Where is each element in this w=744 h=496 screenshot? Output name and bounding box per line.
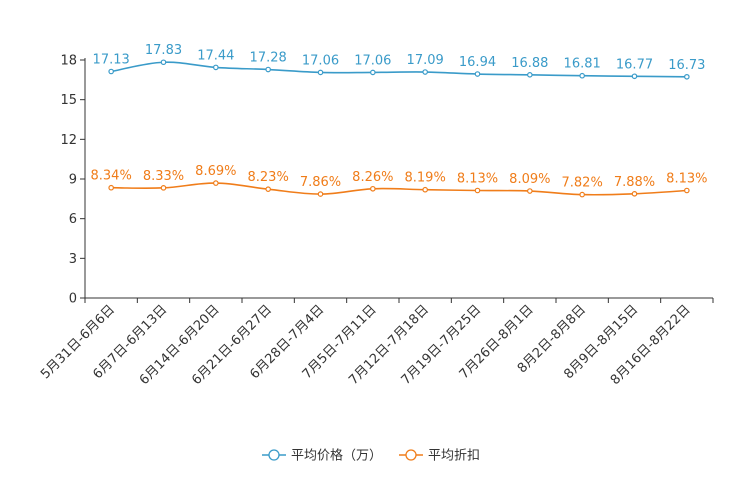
data-point	[527, 72, 533, 78]
data-label: 17.06	[302, 53, 339, 68]
y-tick-label: 18	[60, 54, 77, 69]
data-point	[474, 71, 481, 77]
data-label: 17.06	[354, 53, 391, 68]
data-label: 16.77	[616, 57, 653, 72]
data-point	[108, 68, 114, 75]
data-label: 7.82%	[562, 176, 603, 191]
data-label: 16.73	[668, 58, 705, 73]
y-tick-label: 3	[69, 252, 77, 267]
data-label: 8.23%	[248, 170, 289, 185]
series-line	[111, 182, 687, 196]
y-tick-label: 6	[69, 212, 77, 227]
y-axis: 0 3 6 9 12 15 18	[60, 54, 86, 307]
data-label: 8.19%	[405, 171, 446, 186]
legend-marker-icon	[268, 449, 280, 461]
data-label: 17.13	[93, 53, 130, 68]
data-point	[579, 191, 585, 198]
legend-marker-icon	[405, 449, 417, 461]
data-label: 17.44	[197, 48, 234, 63]
data-label: 8.69%	[195, 164, 236, 179]
data-point	[370, 69, 376, 76]
data-point	[265, 66, 271, 73]
data-point	[317, 191, 324, 197]
data-point	[631, 73, 638, 80]
y-tick-label: 9	[69, 173, 77, 188]
legend-item-2[interactable]: 平均折扣	[399, 449, 480, 464]
data-point	[474, 187, 481, 194]
data-label: 7.88%	[614, 175, 655, 190]
data-label: 8.09%	[509, 172, 550, 187]
data-point	[579, 72, 585, 79]
data-point	[160, 59, 167, 66]
data-point	[684, 73, 690, 80]
data-label: 8.33%	[143, 169, 184, 184]
data-point	[213, 180, 219, 186]
legend-label: 平均价格（万）	[291, 448, 382, 464]
legend[interactable]: 平均价格（万） 平均折扣	[262, 448, 480, 464]
data-label: 8.26%	[352, 170, 393, 185]
series-layer: 17.13 17.83 17.44 17.28 17.06 17.06 17.09 16.94…	[91, 43, 707, 198]
data-label: 16.94	[459, 55, 496, 70]
data-label: 8.34%	[91, 169, 132, 184]
data-label: 17.28	[250, 51, 287, 66]
data-point	[631, 191, 638, 197]
data-point	[370, 185, 376, 192]
series-1: 17.13 17.83 17.44 17.28 17.06 17.06 17.09 16.94…	[93, 43, 705, 80]
data-point	[684, 187, 690, 194]
data-label: 17.83	[145, 43, 182, 58]
data-label: 7.86%	[300, 175, 341, 190]
data-label: 16.81	[564, 57, 601, 72]
x-axis: 5月31日-6月6日6月7日-6月13日6月14日-6月20日6月21日-6月2…	[38, 297, 714, 388]
y-tick-label: 0	[69, 292, 77, 307]
data-point	[160, 185, 167, 191]
data-point	[422, 69, 428, 75]
y-tick-label: 12	[60, 133, 77, 148]
series-2: 8.34% 8.33% 8.69% 8.23% 7.86% 8.26% 8.19% 8.13%…	[91, 164, 707, 198]
series-line	[111, 61, 687, 78]
data-label: 16.88	[511, 56, 548, 71]
data-point	[108, 184, 114, 191]
data-label: 17.09	[407, 53, 444, 68]
data-point	[213, 64, 219, 71]
data-point	[422, 186, 428, 193]
data-point	[265, 186, 271, 192]
legend-item-1[interactable]: 平均价格（万）	[262, 448, 382, 464]
data-label: 8.13%	[457, 172, 498, 187]
data-point	[317, 69, 324, 76]
y-tick-label: 15	[60, 93, 77, 108]
data-label: 8.13%	[666, 172, 707, 187]
data-point	[527, 188, 533, 194]
legend-label: 平均折扣	[428, 449, 480, 464]
